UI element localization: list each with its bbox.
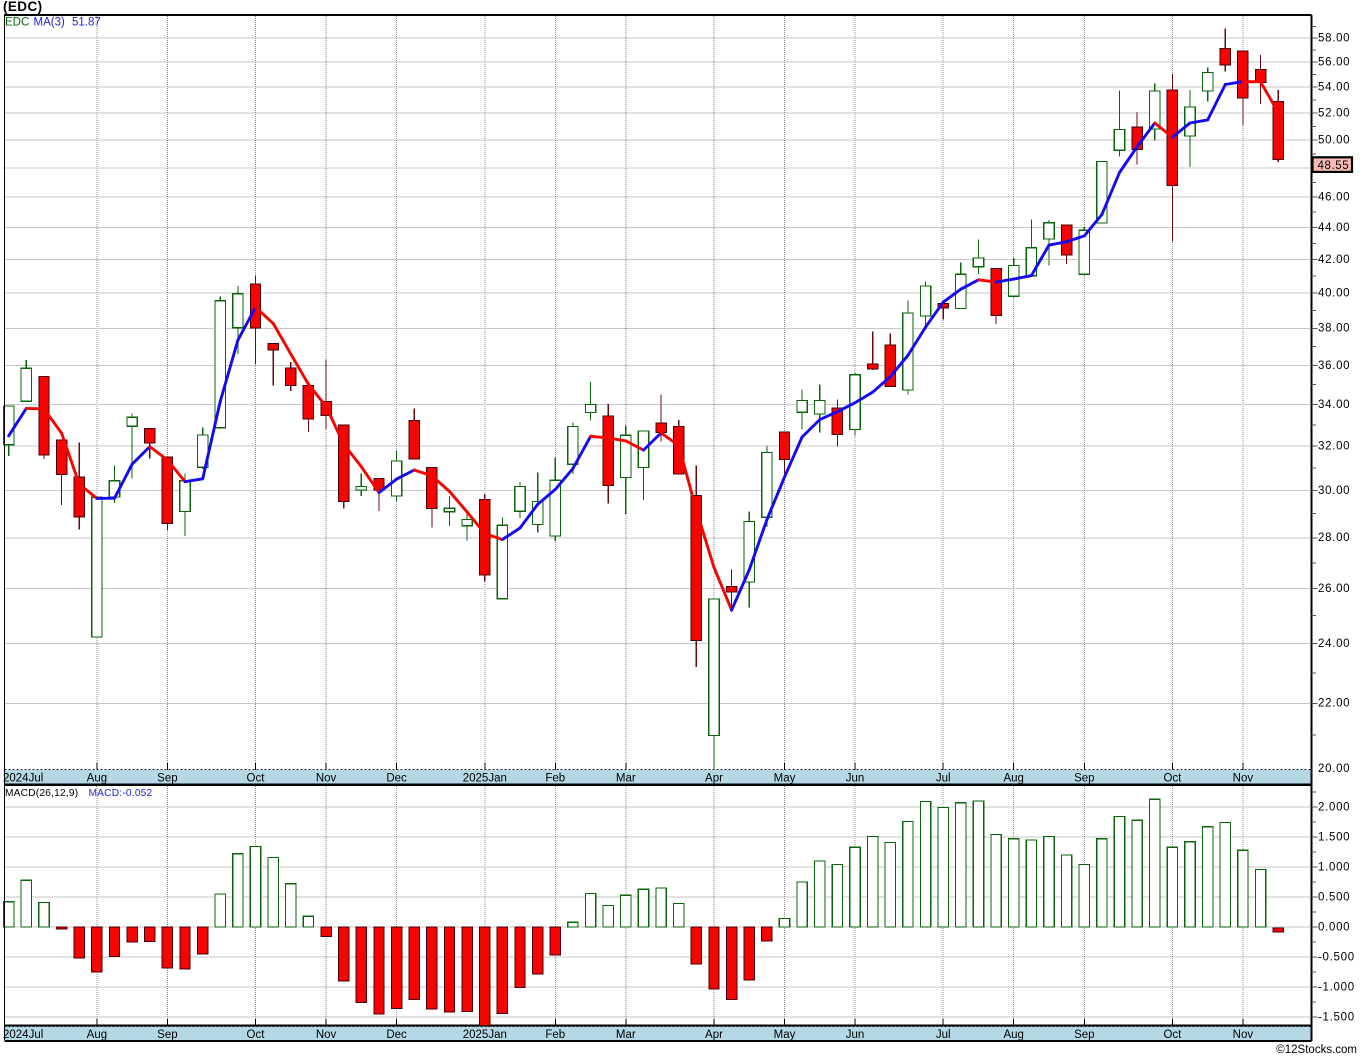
svg-text:Sep: Sep xyxy=(1074,1029,1094,1041)
svg-text:Aug: Aug xyxy=(1003,1029,1023,1041)
svg-text:Apr: Apr xyxy=(705,773,723,785)
svg-text:Oct: Oct xyxy=(247,773,266,785)
svg-text:22.00: 22.00 xyxy=(1318,698,1350,710)
svg-text:48.55: 48.55 xyxy=(1318,160,1350,172)
svg-text:2025Jan: 2025Jan xyxy=(463,773,507,785)
svg-text:28.00: 28.00 xyxy=(1318,532,1350,544)
svg-text:2024Jul: 2024Jul xyxy=(3,773,43,785)
svg-text:34.00: 34.00 xyxy=(1318,399,1350,411)
svg-text:-0.500: -0.500 xyxy=(1318,952,1355,964)
svg-text:Dec: Dec xyxy=(386,773,407,785)
svg-text:2025Jan: 2025Jan xyxy=(463,1029,507,1041)
svg-text:Sep: Sep xyxy=(1074,773,1094,785)
svg-text:Feb: Feb xyxy=(545,1029,565,1041)
svg-text:Sep: Sep xyxy=(157,773,177,785)
svg-text:Jul: Jul xyxy=(936,1029,951,1041)
svg-text:Mar: Mar xyxy=(616,1029,636,1041)
svg-text:51.87: 51.87 xyxy=(72,17,101,29)
svg-text:56.00: 56.00 xyxy=(1318,57,1350,69)
svg-text:38.00: 38.00 xyxy=(1318,323,1350,335)
svg-text:40.00: 40.00 xyxy=(1318,288,1350,300)
svg-text:MA(3): MA(3) xyxy=(34,17,65,29)
svg-text:Dec: Dec xyxy=(386,1029,407,1041)
svg-text:2024Jul: 2024Jul xyxy=(3,1029,43,1041)
svg-text:54.00: 54.00 xyxy=(1318,82,1350,94)
svg-text:Sep: Sep xyxy=(157,1029,177,1041)
svg-text:Aug: Aug xyxy=(1003,773,1023,785)
svg-text:Apr: Apr xyxy=(705,1029,723,1041)
svg-text:Aug: Aug xyxy=(87,1029,107,1041)
svg-text:Mar: Mar xyxy=(616,773,636,785)
svg-text:Jun: Jun xyxy=(846,1029,865,1041)
svg-text:Oct: Oct xyxy=(1163,773,1182,785)
svg-text:1.500: 1.500 xyxy=(1318,832,1350,844)
svg-text:0.000: 0.000 xyxy=(1318,922,1350,934)
svg-text:MACD(26,12,9): MACD(26,12,9) xyxy=(5,788,78,799)
svg-text:42.00: 42.00 xyxy=(1318,254,1350,266)
svg-text:Oct: Oct xyxy=(1163,1029,1182,1041)
svg-text:58.00: 58.00 xyxy=(1318,33,1350,45)
svg-text:24.00: 24.00 xyxy=(1318,638,1350,650)
svg-text:Nov: Nov xyxy=(1233,1029,1254,1041)
svg-text:1.000: 1.000 xyxy=(1318,862,1350,874)
svg-text:Jun: Jun xyxy=(846,773,865,785)
svg-text:EDC: EDC xyxy=(5,17,29,29)
svg-text:May: May xyxy=(774,773,796,785)
svg-text:52.00: 52.00 xyxy=(1318,107,1350,119)
svg-text:Nov: Nov xyxy=(316,1029,337,1041)
svg-text:32.00: 32.00 xyxy=(1318,441,1350,453)
svg-text:20.00: 20.00 xyxy=(1318,763,1350,775)
svg-text:Feb: Feb xyxy=(545,773,565,785)
svg-text:36.00: 36.00 xyxy=(1318,360,1350,372)
svg-text:50.00: 50.00 xyxy=(1318,134,1350,146)
svg-text:Oct: Oct xyxy=(247,1029,266,1041)
svg-text:May: May xyxy=(774,1029,796,1041)
svg-text:-1.000: -1.000 xyxy=(1318,982,1355,994)
svg-text:0.500: 0.500 xyxy=(1318,892,1350,904)
svg-text:30.00: 30.00 xyxy=(1318,485,1350,497)
svg-text:Aug: Aug xyxy=(87,773,107,785)
svg-text:(EDC): (EDC) xyxy=(3,0,43,14)
svg-text:MACD:-0.052: MACD:-0.052 xyxy=(89,788,153,799)
svg-text:44.00: 44.00 xyxy=(1318,222,1350,234)
svg-text:46.00: 46.00 xyxy=(1318,192,1350,204)
svg-text:Jul: Jul xyxy=(936,773,951,785)
svg-text:2.000: 2.000 xyxy=(1318,802,1350,814)
svg-text:26.00: 26.00 xyxy=(1318,583,1350,595)
svg-text:Nov: Nov xyxy=(316,773,337,785)
svg-text:Nov: Nov xyxy=(1233,773,1254,785)
svg-text:-1.500: -1.500 xyxy=(1318,1012,1355,1024)
svg-text:©12Stocks.com: ©12Stocks.com xyxy=(1276,1044,1357,1056)
